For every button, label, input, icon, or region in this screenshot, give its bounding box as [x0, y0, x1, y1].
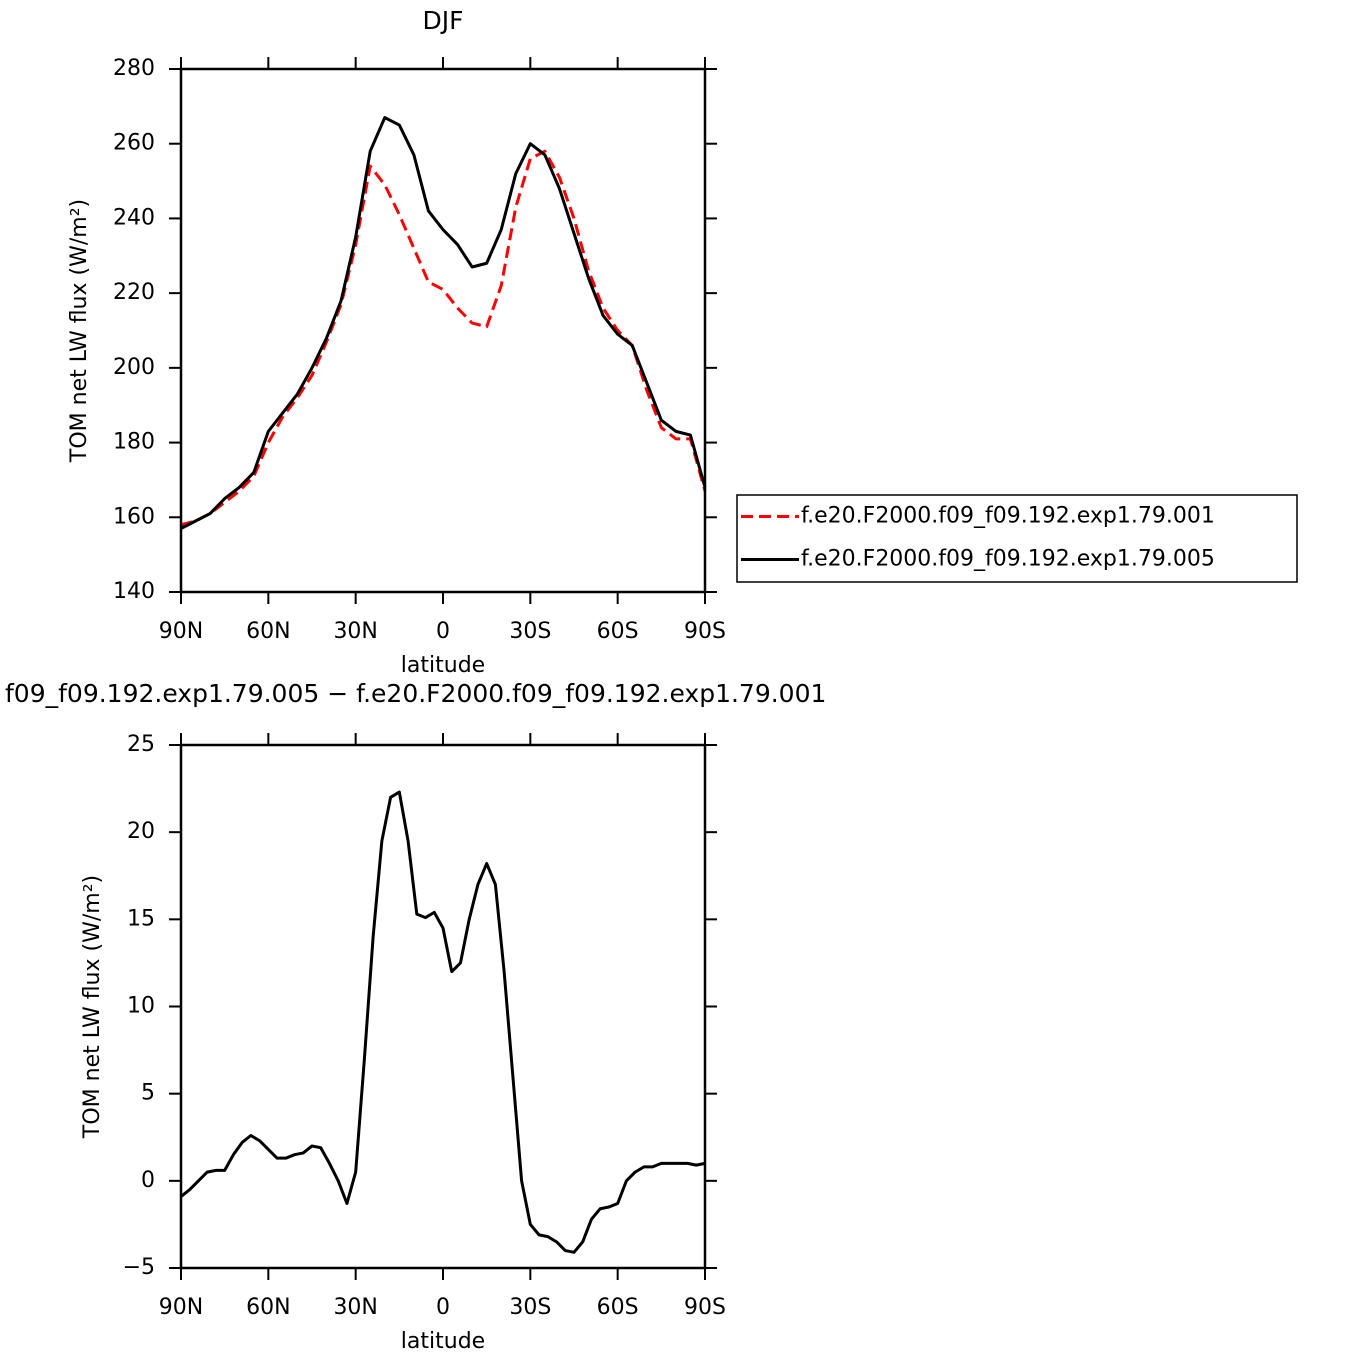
- x-tick-label: 90N: [159, 619, 203, 644]
- x-tick-label: 60N: [246, 619, 290, 644]
- x-tick-label: 0: [436, 1295, 450, 1320]
- x-tick-label: 60N: [246, 1295, 290, 1320]
- y-tick-label: −5: [123, 1255, 155, 1280]
- y-tick-label: 160: [113, 504, 155, 529]
- x-tick-label: 90S: [684, 1295, 726, 1320]
- x-tick-label: 90N: [159, 1295, 203, 1320]
- y-tick-label: 180: [113, 430, 155, 455]
- y-tick-label: 260: [113, 131, 155, 156]
- x-tick-label: 0: [436, 619, 450, 644]
- x-axis-label: latitude: [401, 1329, 485, 1354]
- x-tick-label: 30S: [509, 619, 551, 644]
- series-line: [180, 116, 707, 530]
- y-tick-label: 220: [113, 280, 155, 305]
- y-tick-label: 20: [127, 819, 155, 844]
- x-tick-label: 30N: [333, 1295, 377, 1320]
- chart-title: DJF: [422, 6, 463, 35]
- x-tick-label: 30N: [333, 619, 377, 644]
- x-tick-label: 60S: [597, 1295, 639, 1320]
- y-tick-label: 10: [127, 994, 155, 1019]
- chart-title: f09_f09.192.exp1.79.005 − f.e20.F2000.f0…: [5, 679, 826, 708]
- y-tick-label: 25: [127, 732, 155, 757]
- y-tick-label: 280: [113, 56, 155, 81]
- legend-label: f.e20.F2000.f09_f09.192.exp1.79.005: [801, 547, 1215, 572]
- legend-label: f.e20.F2000.f09_f09.192.exp1.79.001: [801, 504, 1215, 529]
- series-line: [180, 790, 706, 1254]
- plot-frame: [179, 743, 707, 1270]
- y-tick-label: 15: [127, 906, 155, 931]
- y-tick-label: 240: [113, 205, 155, 230]
- x-tick-label: 60S: [597, 619, 639, 644]
- y-axis-label: TOM net LW flux (W/m²): [80, 875, 105, 1139]
- y-tick-label: 200: [113, 355, 155, 380]
- plot-frame: [179, 67, 707, 594]
- y-axis-label: TOM net LW flux (W/m²): [67, 199, 92, 463]
- x-axis-label: latitude: [401, 653, 485, 678]
- y-tick-label: 5: [141, 1081, 155, 1106]
- x-tick-label: 30S: [509, 1295, 551, 1320]
- y-tick-label: 140: [113, 579, 155, 604]
- y-tick-label: 0: [141, 1168, 155, 1193]
- series-line: [180, 149, 707, 527]
- legend-box: [736, 494, 1298, 583]
- x-tick-label: 90S: [684, 619, 726, 644]
